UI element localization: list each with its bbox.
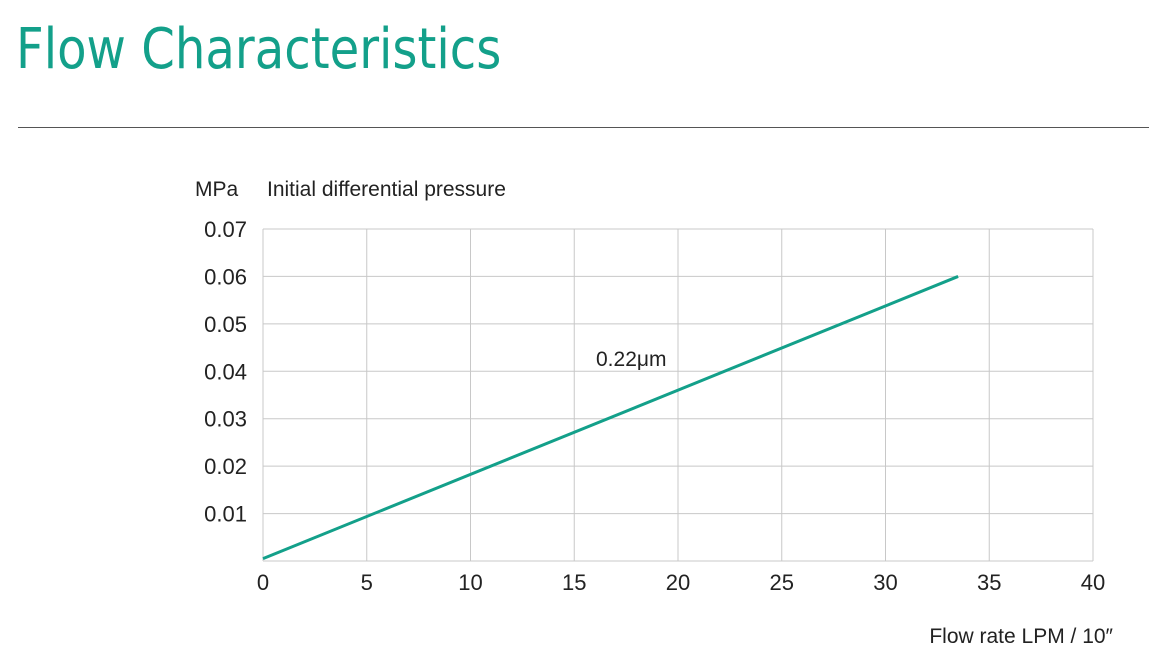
y-tick-label: 0.02 <box>204 454 247 479</box>
x-tick-label: 15 <box>562 570 586 595</box>
x-tick-label: 5 <box>361 570 373 595</box>
x-tick-label: 35 <box>977 570 1001 595</box>
y-axis-unit: MPa <box>195 178 239 201</box>
title-divider <box>18 127 1149 128</box>
series-layer: 0.22μm <box>262 275 959 561</box>
y-tick-label: 0.01 <box>204 502 247 527</box>
y-tick-label: 0.04 <box>204 359 247 384</box>
series-line <box>262 275 959 561</box>
x-tick-label: 0 <box>257 570 269 595</box>
y-tick-labels: 0.07 0.06 0.05 0.04 0.03 0.02 0.01 <box>204 217 247 527</box>
y-tick-label: 0.03 <box>204 407 247 432</box>
x-tick-label: 25 <box>770 570 794 595</box>
y-tick-label: 0.07 <box>204 217 247 242</box>
x-axis-label: Flow rate LPM / 10″ <box>929 625 1113 648</box>
x-tick-label: 40 <box>1081 570 1105 595</box>
x-tick-label: 20 <box>666 570 690 595</box>
x-tick-label: 10 <box>458 570 482 595</box>
x-tick-label: 30 <box>873 570 897 595</box>
x-tick-labels: 0 5 10 15 20 25 30 35 40 <box>257 570 1105 595</box>
grid-layer <box>262 228 1094 562</box>
series-label: 0.22μm <box>596 348 666 371</box>
y-axis-label: Initial differential pressure <box>267 178 506 201</box>
page-title: Flow Characteristics <box>16 17 502 82</box>
y-tick-label: 0.06 <box>204 264 247 289</box>
y-tick-label: 0.05 <box>204 312 247 337</box>
